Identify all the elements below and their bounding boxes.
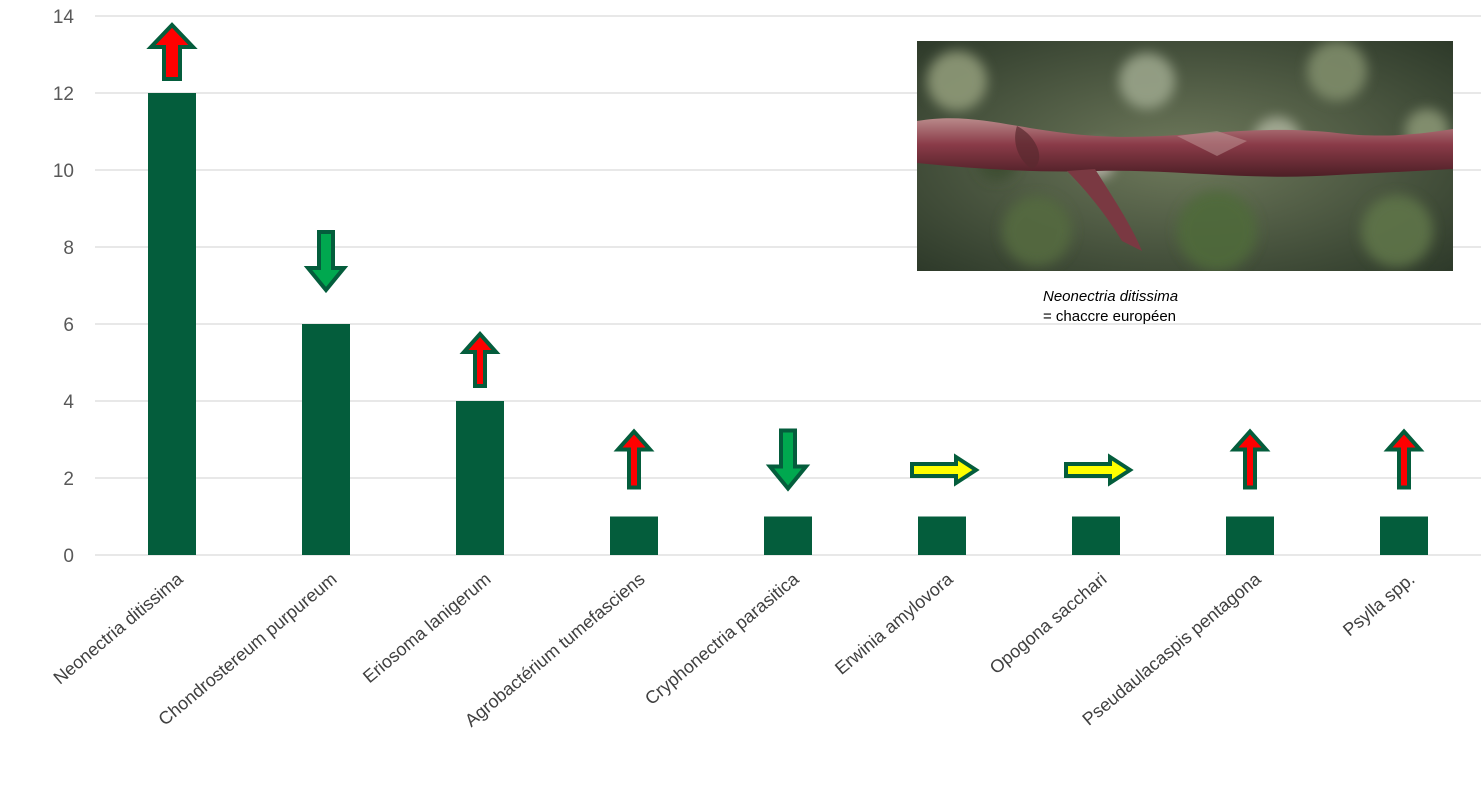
x-tick-label: Eriosoma lanigerum: [359, 569, 494, 687]
trend-up-arrow-icon: [146, 22, 198, 81]
trend-up-arrow-icon: [613, 428, 655, 490]
bar: [1380, 516, 1428, 555]
y-tick-label: 10: [53, 161, 74, 182]
y-tick-label: 0: [63, 546, 74, 567]
trend-up-arrow-icon: [1229, 428, 1271, 490]
trend-down-arrow-icon: [303, 230, 349, 294]
photo-caption: Neonectria ditissima = chaccre européen: [1043, 287, 1178, 327]
x-tick-label: Opogona sacchari: [986, 569, 1111, 678]
trend-up-arrow-icon: [1383, 428, 1425, 490]
caption-common-name: = chaccre européen: [1043, 308, 1177, 325]
x-tick-label: Pseudaulacaspis pentagona: [1078, 568, 1265, 729]
trend-up-arrow-icon: [459, 330, 501, 388]
x-tick-label: Psylla spp.: [1339, 569, 1419, 640]
bar: [1226, 516, 1274, 555]
bar: [148, 93, 196, 555]
bar: [456, 401, 504, 555]
x-tick-label: Chondrostereum purpureum: [154, 569, 340, 730]
y-tick-label: 8: [63, 238, 74, 259]
bar: [1072, 516, 1120, 555]
x-tick-label: Cryphonectria parasitica: [641, 568, 803, 709]
trend-stable-arrow-icon: [1064, 453, 1134, 487]
bar: [764, 516, 812, 555]
trend-down-arrow-icon: [765, 428, 811, 492]
x-tick-label: Erwinia amylovora: [831, 568, 957, 678]
y-tick-label: 4: [63, 392, 74, 413]
x-tick-label: Neonectria ditissima: [50, 568, 188, 688]
y-tick-label: 14: [53, 7, 75, 28]
bar: [302, 324, 350, 555]
x-tick-label: Agrobactérium tumefasciens: [461, 569, 649, 731]
canker-branch-photo: [917, 41, 1453, 271]
caption-species: Neonectria ditissima: [1043, 288, 1179, 305]
bar: [610, 516, 658, 555]
y-tick-label: 12: [53, 84, 74, 105]
bar: [918, 516, 966, 555]
y-tick-label: 6: [63, 315, 74, 336]
y-tick-label: 2: [63, 469, 74, 490]
trend-stable-arrow-icon: [910, 453, 980, 487]
